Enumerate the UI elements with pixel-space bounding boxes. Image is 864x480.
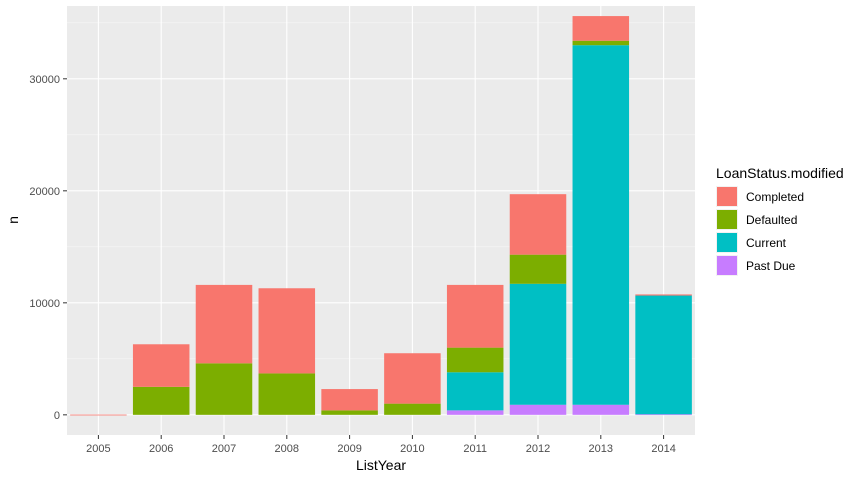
bar-segment [572, 16, 630, 41]
legend-item-label: Defaulted [746, 213, 797, 227]
x-tick-label: 2010 [400, 443, 424, 455]
x-tick-label: 2006 [149, 443, 173, 455]
legend-key-swatch [717, 187, 737, 206]
bar-segment [321, 410, 378, 415]
x-tick-label: 2011 [463, 443, 487, 455]
x-tick-label: 2012 [526, 443, 550, 455]
bar-segment [635, 414, 692, 416]
legend-item-label: Current [746, 236, 787, 250]
legend-item-label: Completed [746, 190, 804, 204]
legend-key-swatch [717, 256, 737, 275]
bar-segment [258, 373, 316, 415]
legend-key-swatch [717, 233, 737, 252]
y-tick-label: 0 [54, 410, 60, 422]
x-tick-label: 2013 [589, 443, 613, 455]
x-tick-label: 2014 [651, 443, 675, 455]
x-tick-label: 2005 [86, 443, 110, 455]
legend: LoanStatus.modified Completed Defaulted Cu… [716, 165, 844, 276]
legend-key-swatch [717, 210, 737, 229]
bar-segment [446, 347, 504, 373]
y-tick-label: 20000 [29, 186, 60, 198]
x-tick-label: 2009 [337, 443, 361, 455]
bar-segment [446, 410, 504, 415]
y-tick-label: 30000 [29, 74, 60, 86]
bar-segment [572, 404, 630, 415]
bar-segment [70, 414, 127, 416]
y-tick-label: 10000 [29, 298, 60, 310]
bar-segment [509, 283, 567, 405]
axis-layer: 0 10000 20000 30000 2005 2006 2007 2008 2009 2010… [29, 74, 675, 455]
bar-segment [132, 344, 190, 387]
bar-segment [195, 284, 253, 364]
bar-segment [258, 288, 316, 374]
bar-segment [509, 404, 567, 415]
bar-segment [384, 403, 441, 415]
y-axis-title: n [5, 216, 21, 224]
legend-item-label: Past Due [746, 259, 796, 273]
bar-segment [572, 40, 630, 46]
bar-segment [572, 45, 630, 405]
bar-segment [195, 363, 253, 415]
bar-segment [509, 254, 567, 284]
bar-segment [509, 194, 567, 255]
x-tick-label: 2008 [275, 443, 299, 455]
bar-segment [446, 284, 504, 348]
bar-segment [384, 353, 441, 404]
bar-segment [132, 386, 190, 415]
bar-segment [446, 372, 504, 411]
x-tick-label: 2007 [212, 443, 236, 455]
bar-layer [70, 16, 692, 416]
bar-segment [635, 295, 692, 415]
x-axis-title: ListYear [356, 457, 406, 473]
bar-segment [635, 294, 692, 296]
bar-segment [321, 389, 378, 411]
legend-title: LoanStatus.modified [716, 165, 844, 181]
